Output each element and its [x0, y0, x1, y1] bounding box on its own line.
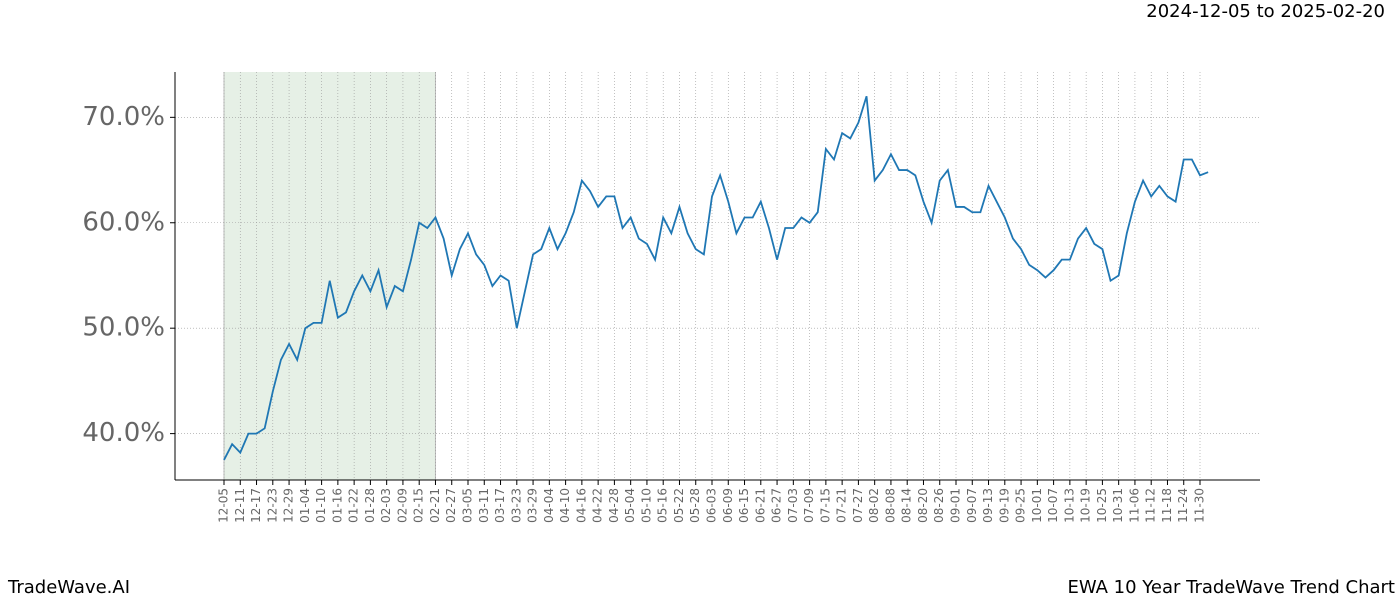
x-tick-label: 09-19 — [997, 488, 1011, 523]
x-tick-label: 03-29 — [526, 488, 540, 523]
x-tick-label: 10-13 — [1062, 488, 1076, 523]
x-tick-label: 02-27 — [444, 488, 458, 523]
x-tick-label: 05-28 — [688, 488, 702, 523]
x-tick-label: 03-05 — [461, 488, 475, 523]
chart-title: EWA 10 Year TradeWave Trend Chart — [1067, 577, 1395, 598]
x-tick-label: 07-09 — [802, 488, 816, 523]
x-tick-label: 06-27 — [770, 488, 784, 523]
x-tick-label: 08-26 — [932, 488, 946, 523]
y-tick-label: 50.0% — [82, 313, 165, 343]
x-tick-label: 06-09 — [721, 488, 735, 523]
x-tick-label: 01-22 — [347, 488, 361, 523]
y-tick-label: 70.0% — [82, 102, 165, 132]
x-tick-label: 07-03 — [786, 488, 800, 523]
x-tick-label: 12-11 — [233, 488, 247, 523]
x-tick-label: 03-17 — [493, 488, 507, 523]
y-tick-label: 40.0% — [82, 418, 165, 448]
x-tick-label: 08-20 — [916, 488, 930, 523]
x-tick-label: 11-18 — [1160, 488, 1174, 523]
x-tick-label: 09-25 — [1014, 488, 1028, 523]
x-tick-label: 08-08 — [883, 488, 897, 523]
highlight-band — [224, 72, 436, 480]
date-range: 2024-12-05 to 2025-02-20 — [1146, 1, 1385, 22]
x-tick-label: 02-09 — [395, 488, 409, 523]
x-tick-label: 12-17 — [249, 488, 263, 523]
x-tick-label: 01-16 — [330, 488, 344, 523]
x-tick-label: 09-13 — [981, 488, 995, 523]
brand: TradeWave.AI — [7, 577, 130, 598]
x-tick-label: 06-21 — [753, 488, 767, 523]
x-tick-label: 04-22 — [591, 488, 605, 523]
y-tick-label: 60.0% — [82, 207, 165, 237]
x-tick-label: 10-25 — [1095, 488, 1109, 523]
x-tick-label: 11-24 — [1176, 488, 1190, 523]
x-tick-label: 09-07 — [965, 488, 979, 523]
x-tick-label: 08-14 — [900, 488, 914, 523]
x-tick-label: 01-04 — [298, 488, 312, 523]
x-tick-label: 11-06 — [1127, 488, 1141, 523]
x-tick-label: 04-10 — [558, 488, 572, 523]
x-tick-label: 09-01 — [949, 488, 963, 523]
x-tick-label: 08-02 — [867, 488, 881, 523]
x-tick-label: 12-29 — [282, 488, 296, 523]
x-tick-label: 02-21 — [428, 488, 442, 523]
x-tick-label: 10-31 — [1111, 488, 1125, 523]
x-tick-label: 10-07 — [1046, 488, 1060, 523]
x-tick-label: 11-12 — [1144, 488, 1158, 523]
x-tick-label: 11-30 — [1193, 488, 1207, 523]
x-tick-label: 02-03 — [379, 488, 393, 523]
x-tick-label: 04-28 — [607, 488, 621, 523]
x-tick-label: 05-04 — [623, 488, 637, 523]
x-tick-label: 01-10 — [314, 488, 328, 523]
x-tick-label: 04-16 — [574, 488, 588, 523]
x-tick-label: 06-15 — [737, 488, 751, 523]
x-tick-label: 07-27 — [851, 488, 865, 523]
x-tick-label: 07-21 — [835, 488, 849, 523]
x-tick-label: 12-05 — [217, 488, 231, 523]
x-tick-label: 03-11 — [477, 488, 491, 523]
x-tick-label: 05-16 — [656, 488, 670, 523]
x-tick-label: 03-23 — [509, 488, 523, 523]
x-tick-label: 06-03 — [705, 488, 719, 523]
x-tick-label: 01-28 — [363, 488, 377, 523]
x-tick-label: 12-23 — [265, 488, 279, 523]
x-tick-label: 05-10 — [639, 488, 653, 523]
series-line — [223, 95, 1209, 461]
x-tick-label: 02-15 — [412, 488, 426, 523]
x-tick-label: 05-22 — [672, 488, 686, 523]
x-tick-label: 10-01 — [1030, 488, 1044, 523]
x-tick-label: 10-19 — [1079, 488, 1093, 523]
x-tick-label: 04-04 — [542, 488, 556, 523]
x-tick-label: 07-15 — [818, 488, 832, 523]
